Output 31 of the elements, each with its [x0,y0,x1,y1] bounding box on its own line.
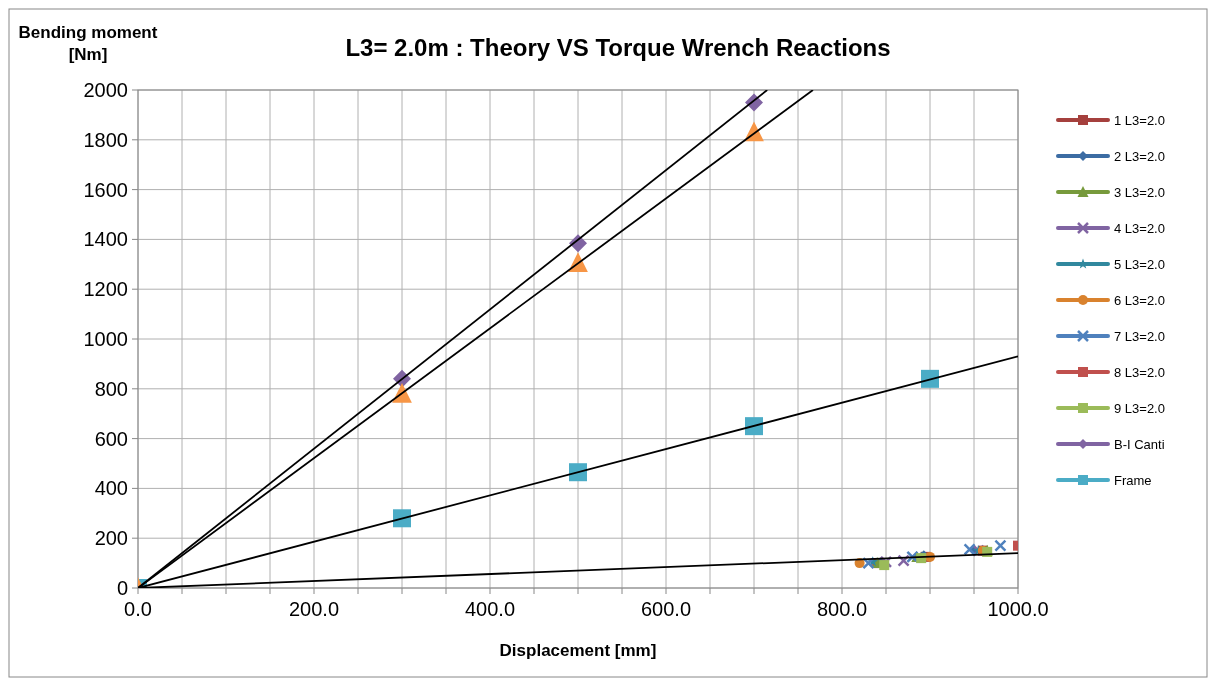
legend-label: Frame [1114,473,1152,488]
y-tick-label: 600 [94,427,128,450]
x-tick-label: 400.0 [464,598,516,620]
y-axis-title: Bending moment [Nm] [18,23,158,64]
y-tick-label: 2000 [83,79,128,101]
x-tick-label: 600.0 [640,598,692,620]
y-tick-label: 0 [116,577,128,599]
y-tick-label: 1000 [83,328,128,350]
y-tick-label: 1400 [83,228,128,251]
x-tick-label: 1000.0 [987,598,1049,620]
y-tick-label: 1200 [83,278,128,301]
y-tick-label: 1600 [83,178,128,201]
y-tick-label: 200 [94,527,128,550]
legend-label: 2 L3=2.0 [1114,149,1165,164]
y-tick-label: 400 [94,477,128,500]
legend-label: 7 L3=2.0 [1114,329,1165,344]
legend-label: 1 L3=2.0 [1114,113,1165,128]
x-axis-title: Displacement [mm] [499,641,657,660]
chart-title: L3= 2.0m : Theory VS Torque Wrench Reactions [345,34,891,61]
x-tick-label: 200.0 [288,598,340,620]
x-tick-label: 800.0 [816,598,868,620]
legend-label: 9 L3=2.0 [1114,401,1165,416]
y-tick-label: 1800 [83,128,128,151]
legend-label: B-I Canti [1114,437,1165,452]
legend-label: 8 L3=2.0 [1114,365,1165,380]
y-tick-label: 800 [94,377,128,400]
legend-label: 5 L3=2.0 [1114,257,1165,272]
legend-label: 3 L3=2.0 [1114,185,1165,200]
x-tick-label: 0.0 [124,598,152,620]
legend-label: 6 L3=2.0 [1114,293,1165,308]
legend-label: 4 L3=2.0 [1114,221,1165,236]
